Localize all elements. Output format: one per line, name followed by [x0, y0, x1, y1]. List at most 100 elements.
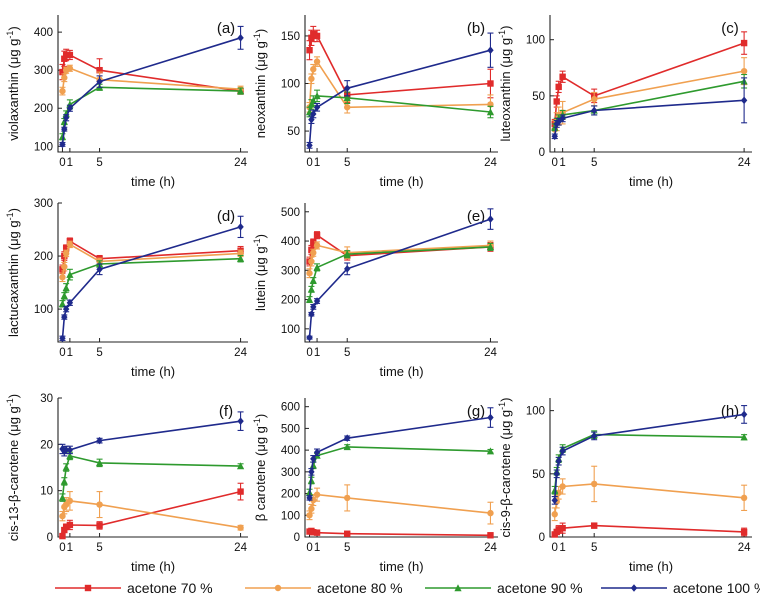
axis-frame — [57, 203, 248, 343]
series-line — [553, 433, 745, 491]
data-point — [309, 276, 317, 284]
data-point — [61, 313, 68, 321]
data-point — [59, 334, 66, 343]
data-point — [487, 413, 494, 422]
data-point — [62, 463, 70, 471]
data-point — [487, 80, 494, 87]
data-point — [58, 493, 67, 501]
data-point — [344, 265, 351, 273]
data-point — [551, 496, 558, 505]
series-line — [308, 60, 491, 109]
data-point — [62, 244, 70, 252]
x-tick-label: 0 — [59, 347, 65, 359]
data-point — [59, 87, 66, 95]
data-point — [310, 303, 317, 311]
y-tick-label: 300 — [34, 65, 53, 77]
data-point — [487, 532, 494, 539]
data-point — [344, 530, 351, 537]
data-point — [95, 459, 104, 467]
y-axis-label: β carotene (μg g-1) — [252, 414, 268, 522]
legend-item-acetone-70: acetone 70 % — [55, 580, 213, 596]
series-line — [308, 446, 491, 493]
data-point — [590, 480, 598, 488]
data-point — [60, 292, 68, 300]
series-acetone-100 — [306, 407, 494, 502]
x-axis-label: time (h) — [379, 559, 423, 574]
data-point — [308, 310, 315, 318]
data-point — [62, 284, 70, 292]
data-point — [308, 258, 315, 265]
series-line — [553, 99, 745, 137]
data-point — [62, 250, 70, 257]
data-point — [740, 528, 748, 536]
x-tick-label: 24 — [484, 347, 497, 359]
data-point — [343, 93, 351, 101]
x-axis-label: time (h) — [629, 559, 673, 574]
series-acetone-90 — [58, 83, 245, 141]
series-acetone-90 — [305, 443, 495, 497]
data-point — [62, 305, 70, 313]
x-tick-label: 5 — [96, 347, 102, 359]
series-line — [61, 54, 241, 92]
x-tick-label: 1 — [314, 347, 320, 359]
y-tick-label: 300 — [34, 198, 53, 210]
data-point — [59, 512, 66, 520]
legend-item-acetone-100: acetone 100 % — [601, 580, 760, 596]
data-point — [96, 522, 103, 529]
data-point — [313, 242, 321, 249]
data-point — [306, 270, 313, 277]
data-point — [58, 132, 67, 140]
series-acetone-80 — [306, 484, 494, 525]
x-tick-label: 24 — [738, 542, 751, 554]
x-axis-label: time (h) — [131, 559, 175, 574]
series-acetone-80 — [59, 240, 244, 283]
data-point — [306, 512, 313, 519]
data-point — [96, 66, 103, 74]
y-tick-label: 50 — [287, 126, 300, 138]
data-point — [740, 494, 748, 502]
series-line — [554, 524, 745, 535]
data-point — [310, 529, 317, 536]
data-point — [555, 117, 562, 126]
data-point — [306, 333, 313, 342]
data-point — [740, 67, 748, 75]
y-tick-label: 500 — [281, 207, 300, 219]
legend-item-acetone-80: acetone 80 % — [245, 580, 403, 596]
data-point — [66, 446, 74, 454]
data-point — [553, 470, 560, 478]
x-tick-label: 0 — [59, 542, 65, 554]
data-point — [313, 263, 321, 271]
x-tick-label: 24 — [234, 542, 247, 554]
data-point — [487, 509, 494, 517]
series-line — [309, 530, 491, 537]
data-point — [551, 511, 558, 518]
data-point — [58, 300, 67, 308]
series-line — [61, 86, 241, 137]
data-point — [66, 521, 74, 529]
legend-label: acetone 80 % — [317, 580, 403, 596]
data-point — [590, 96, 598, 103]
series-acetone-90 — [58, 254, 245, 308]
data-point — [306, 47, 313, 54]
y-tick-label: 300 — [281, 467, 300, 479]
data-point — [486, 243, 495, 251]
x-tick-label: 5 — [96, 157, 102, 169]
series-acetone-100 — [59, 25, 244, 149]
data-point — [559, 483, 566, 490]
x-axis-label: time (h) — [131, 174, 175, 189]
data-point — [59, 532, 66, 540]
series-line — [308, 416, 491, 498]
series-acetone-90 — [305, 242, 495, 304]
data-point — [61, 55, 68, 62]
data-point — [62, 113, 70, 122]
x-tick-label: 1 — [67, 542, 73, 554]
series-line — [308, 218, 491, 338]
data-point — [310, 455, 317, 463]
chart-panel-a: 100 200 300 400 0 1 5 24 time (h) violaxanthin (μ… — [5, 15, 248, 189]
x-tick-label: 1 — [67, 347, 73, 359]
x-tick-label: 1 — [559, 542, 565, 554]
data-point — [487, 215, 494, 223]
x-tick-label: 1 — [67, 157, 73, 169]
x-axis-label: time (h) — [629, 174, 673, 189]
